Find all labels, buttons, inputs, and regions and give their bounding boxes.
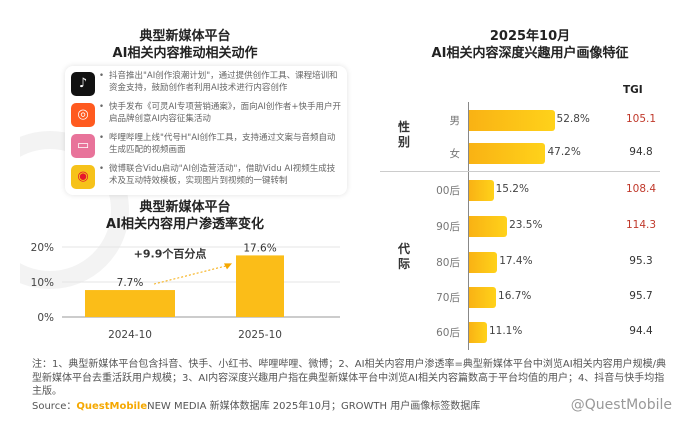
tgi-value: 108.4	[625, 183, 657, 195]
bilibili-icon: ▭	[71, 134, 95, 158]
source-line: Source： QuestMobile NEW MEDIA 新媒体数据库 2025…	[32, 396, 672, 414]
row-label: 00后	[436, 185, 460, 197]
weibo-icon: ◉	[71, 165, 95, 189]
bar-value-label: 47.2%	[547, 146, 581, 158]
footnote: 注：1、典型新媒体平台包含抖音、快手、小红书、哔哩哔哩、微博；2、AI相关内容用…	[32, 358, 672, 413]
watermark-handle: @QuestMobile	[570, 396, 672, 413]
row-label: 90后	[436, 221, 460, 233]
penetration-chart: 0% 10% 20% 7.7% 2024-10 17.6% 2025-10 +9.9个百分点	[31, 242, 340, 341]
row-label: 男	[449, 115, 461, 127]
actions-card: ♪ 抖音推出"AI创作浪潮计划"，通过提供创作工具、课程培训和资金支持，鼓励创作…	[65, 66, 347, 195]
trend-arrow	[153, 264, 229, 285]
tgi-header: TGI	[623, 84, 643, 96]
bar-value-label: 52.8%	[556, 113, 590, 125]
x-tick-label: 2024-10	[108, 329, 152, 341]
bar	[469, 143, 546, 164]
source-brand: QuestMobile	[76, 400, 148, 412]
axis-line	[468, 102, 469, 350]
kuaishou-icon: ◎	[71, 103, 95, 127]
y-tick-label: 0%	[37, 312, 54, 324]
left-title-line1: 典型新媒体平台	[139, 29, 231, 44]
row-label: 女	[449, 148, 461, 160]
item-text: 抖音推出"AI创作浪潮计划"，通过提供创作工具、课程培训和资金支持，鼓励创作者利…	[99, 71, 343, 94]
y-tick-label: 20%	[31, 242, 54, 254]
x-tick-label: 2025-10	[238, 329, 282, 341]
bar	[469, 180, 494, 201]
tgi-value: 114.3	[625, 219, 657, 231]
penetration-title-line2: AI相关内容用户渗透率变化	[106, 217, 264, 232]
source-prefix: Source：	[32, 400, 77, 412]
growth-annotation: +9.9个百分点	[134, 246, 207, 260]
left-title: 典型新媒体平台 AI相关内容推动相关动作	[113, 28, 258, 62]
bar-value-label: 23.5%	[509, 219, 543, 231]
notes-text: 注：1、典型新媒体平台包含抖音、快手、小红书、哔哩哔哩、微博；2、AI相关内容用…	[32, 359, 667, 397]
user-profile-chart: TGI 性 别 代 际 男 52.8% 105.1 女 47.2% 94.8 00后 15.2…	[380, 80, 680, 350]
bar	[469, 110, 555, 131]
bar	[236, 255, 284, 317]
right-title: 2025年10月 AI相关内容深度兴趣用户画像特征	[380, 28, 680, 62]
bar	[85, 290, 175, 317]
right-title-line1: 2025年10月	[489, 29, 571, 44]
list-item: ◎ 快手发布《可灵AI专项营销通案》，面向AI创作者+快手用户开启品牌创意AI内…	[71, 102, 343, 128]
tgi-value: 94.8	[629, 146, 653, 158]
watermark-ring	[20, 131, 129, 289]
bar-value-label: 15.2%	[495, 183, 529, 195]
penetration-title: 典型新媒体平台 AI相关内容用户渗透率变化	[106, 199, 264, 233]
bar	[469, 322, 487, 343]
douyin-icon: ♪	[71, 72, 95, 96]
row-label: 70后	[436, 292, 460, 304]
tgi-value: 95.7	[629, 290, 653, 302]
bar-value-label: 7.7%	[117, 277, 144, 289]
item-text: 微博联合Vidu启动"AI创造营活动"，借助Vidu AI视频生成技术及互动特效…	[99, 164, 343, 187]
right-title-line2: AI相关内容深度兴趣用户画像特征	[431, 46, 629, 61]
tgi-value: 94.4	[629, 325, 653, 337]
group-divider	[380, 171, 660, 172]
item-text: 哔哩哔哩上线"代号H"AI创作工具，支持通过文案与音频自动生成匹配的视频画面	[99, 133, 343, 156]
row-label: 80后	[436, 257, 460, 269]
list-item: ♪ 抖音推出"AI创作浪潮计划"，通过提供创作工具、课程培训和资金支持，鼓励创作…	[71, 71, 343, 97]
bar-value-label: 17.6%	[243, 242, 276, 254]
watermark-logo	[20, 131, 129, 289]
item-text: 快手发布《可灵AI专项营销通案》，面向AI创作者+快手用户开启品牌创意AI内容征…	[99, 102, 343, 125]
row-label: 60后	[436, 327, 460, 339]
group-label-gender: 性 别	[398, 120, 411, 149]
bar-value-label: 17.4%	[499, 255, 533, 267]
list-item: ▭ 哔哩哔哩上线"代号H"AI创作工具，支持通过文案与音频自动生成匹配的视频画面	[71, 133, 343, 159]
bar	[469, 287, 497, 308]
source-rest: NEW MEDIA 新媒体数据库 2025年10月；GROWTH 用户画像标签数…	[147, 400, 481, 412]
bar	[469, 216, 508, 237]
bar-value-label: 11.1%	[488, 325, 523, 337]
bar-value-label: 16.7%	[498, 290, 532, 302]
penetration-title-line1: 典型新媒体平台	[139, 200, 231, 215]
tgi-value: 105.1	[625, 113, 657, 125]
group-label-generation: 代 际	[398, 242, 411, 271]
bar	[469, 252, 498, 273]
left-column: 典型新媒体平台 AI相关内容推动相关动作 ♪ 抖音推出"AI创作浪潮计划"，通过…	[20, 28, 350, 345]
y-tick-label: 10%	[31, 277, 54, 289]
arrow-head-icon	[224, 263, 232, 270]
list-item: ◉ 微博联合Vidu启动"AI创造营活动"，借助Vidu AI视频生成技术及互动…	[71, 164, 343, 190]
left-title-line2: AI相关内容推动相关动作	[112, 46, 258, 61]
tgi-value: 95.3	[629, 255, 653, 267]
